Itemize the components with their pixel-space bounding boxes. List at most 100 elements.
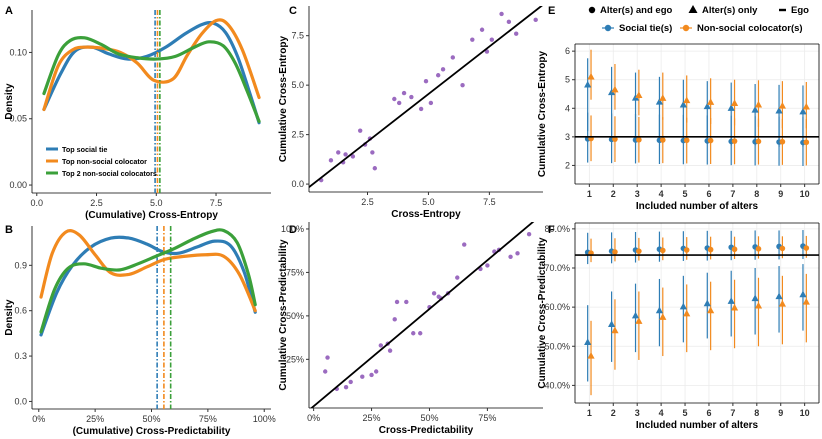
data-point (526, 231, 532, 237)
x-tick-label: 9 (778, 408, 783, 418)
panel-d: D 0% 25% 50% 75% 25% 50% 75% 100% Cross-Predictab… (278, 222, 543, 436)
point-triangle (730, 99, 739, 107)
x-axis-title: Cross-Entropy (391, 209, 461, 220)
data-point (394, 299, 400, 305)
point-triangle (655, 98, 664, 105)
x-tick-label: 0% (307, 413, 320, 423)
density-curve (42, 18, 261, 112)
y-tick-label: 5 (565, 75, 570, 85)
legend-label: Non-social colocator(s) (697, 23, 803, 34)
y-tick-label: 2 (565, 160, 570, 170)
panel-letter-f: F (548, 224, 555, 236)
point-triangle (608, 320, 616, 327)
data-point (360, 374, 365, 379)
circle-icon (604, 24, 612, 32)
point-triangle (679, 100, 687, 108)
data-point (440, 67, 446, 72)
point-circle (612, 136, 618, 142)
point-triangle (751, 106, 759, 113)
data-point (513, 31, 519, 36)
panel-a: A 0.0 2.5 5.0 7.5 0.00 0.05 0.10 (Cumulative) Cr… (4, 5, 271, 221)
y-tick-label: 0.6 (14, 306, 27, 316)
data-point (409, 94, 414, 100)
point-circle (755, 138, 762, 145)
panel-letter-a: A (5, 5, 13, 17)
y-tick-label: 0.3 (14, 351, 27, 361)
legend-top: Alter(s) and ego Alter(s) only Ego Social t… (588, 5, 809, 34)
data-point (506, 19, 512, 25)
data-point (450, 55, 456, 60)
x-tick-label: 7.5 (483, 197, 496, 207)
data-point (369, 372, 374, 378)
data-point (418, 331, 423, 336)
x-tick-label: 10 (800, 408, 810, 418)
point-triangle (631, 311, 640, 319)
point-circle (803, 139, 810, 146)
y-tick-label: 6 (565, 46, 570, 56)
data-point (343, 384, 349, 390)
point-triangle (775, 292, 783, 300)
point-circle (683, 247, 690, 253)
data-point (323, 369, 328, 374)
point-circle (612, 249, 618, 255)
y-tick-label: 75% (286, 267, 304, 277)
point-triangle (802, 102, 810, 110)
data-point (428, 100, 434, 106)
point-triangle (707, 98, 715, 105)
y-tick-label: 2.5 (291, 130, 304, 140)
point-triangle (802, 298, 810, 305)
x-axis-title: Cross-Predictability (379, 425, 474, 436)
x-tick-label: 6 (706, 408, 711, 418)
x-tick-label: 6 (706, 189, 711, 199)
panel-letter-c: C (289, 5, 297, 17)
panel-letter-e: E (548, 5, 555, 17)
y-axis-title: Cumulative Cross-Entropy (537, 50, 548, 177)
data-point (479, 27, 485, 32)
point-circle (803, 245, 810, 251)
data-point (396, 100, 402, 106)
data-point (370, 150, 375, 155)
point-triangle (703, 299, 711, 307)
point-triangle (659, 313, 667, 320)
data-point (470, 37, 475, 42)
point-circle (636, 136, 642, 143)
point-triangle (611, 326, 619, 334)
x-tick-label: 7.5 (210, 198, 223, 208)
x-tick-label: 5 (683, 189, 688, 199)
y-axis-title: Cumulative Cross-Predictability (278, 239, 289, 391)
data-point (533, 17, 538, 23)
point-circle (755, 246, 762, 252)
x-axis-title: (Cumulative) Cross-Predictability (73, 426, 231, 437)
data-point (328, 158, 334, 163)
point-triangle (730, 303, 739, 311)
panel-c: C 2.5 5.0 7.5 0.0 2.5 5.0 7.5 Cross-Entropy Cumul… (278, 5, 543, 220)
data-point (336, 150, 341, 155)
point-circle (731, 246, 738, 253)
point-triangle (635, 91, 643, 99)
data-point (387, 348, 393, 353)
point-triangle (584, 80, 592, 88)
panel-b: B 0% 25% 50% 75% 100% 0.0 0.3 0.6 0.9 (Cumulative)… (4, 224, 276, 437)
x-tick-label: 1 (587, 189, 592, 199)
point-triangle (635, 317, 643, 324)
point-triangle (611, 85, 619, 93)
triangle-icon (688, 5, 698, 13)
x-tick-label: 75% (199, 414, 217, 424)
x-tick-label: 3 (635, 189, 640, 199)
panel-e: E 1 2 3 4 5 6 7 8 9 10 2 3 4 5 6 Included number of alte… (537, 5, 820, 212)
point-triangle (727, 297, 735, 304)
x-tick-label: 0.0 (31, 198, 44, 208)
point-triangle (587, 352, 595, 359)
y-tick-label: 25% (286, 354, 304, 364)
y-tick-label: 5.0 (291, 80, 304, 90)
data-point (357, 128, 363, 133)
y-tick-label: 3 (565, 132, 570, 142)
density-curve (39, 229, 257, 313)
legend-label: Top social tie (62, 145, 107, 154)
x-tick-label: 25% (86, 414, 104, 424)
point-triangle (754, 100, 763, 108)
x-tick-label: 8 (754, 189, 759, 199)
point-circle (683, 137, 690, 144)
data-point (343, 152, 348, 157)
point-circle (636, 248, 642, 254)
